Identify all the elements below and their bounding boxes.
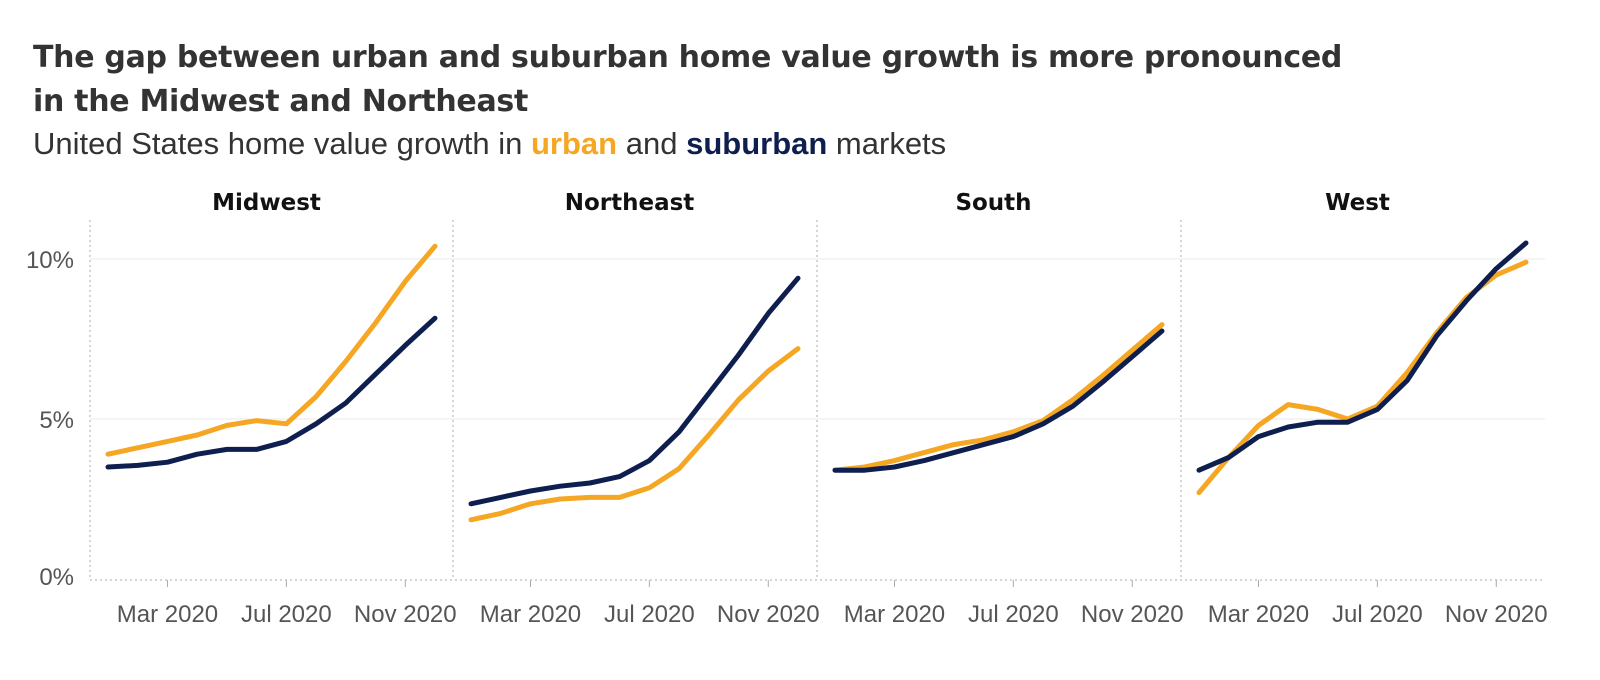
- x-tick-label: Nov 2020: [717, 601, 820, 628]
- line-south-urban: [832, 322, 1165, 473]
- line-west-suburban: [1196, 240, 1529, 473]
- panel-title-northeast: Northeast: [565, 190, 695, 216]
- panel-title-west: West: [1325, 190, 1390, 216]
- line-midwest-suburban: [105, 315, 438, 470]
- subtitle-urban-label: urban: [531, 126, 618, 161]
- panel-title-south: South: [955, 190, 1031, 216]
- subtitle-mid: and: [617, 126, 687, 161]
- subtitle-prefix: United States home value growth in: [33, 126, 531, 161]
- x-tick-label: Mar 2020: [844, 601, 945, 628]
- x-tick-label: Jul 2020: [968, 601, 1059, 628]
- y-tick-label: 5%: [39, 407, 74, 434]
- y-tick-label: 0%: [39, 564, 74, 591]
- x-tick-label: Nov 2020: [1445, 601, 1548, 628]
- x-tick-label: Mar 2020: [480, 601, 581, 628]
- chart-subtitle: United States home value growth in urban…: [33, 122, 946, 166]
- x-tick-label: Jul 2020: [241, 601, 332, 628]
- panel-title-midwest: Midwest: [212, 190, 321, 216]
- line-south-suburban: [832, 328, 1165, 473]
- x-tick-label: Jul 2020: [604, 601, 695, 628]
- x-tick-label: Nov 2020: [354, 601, 457, 628]
- y-tick-label: 10%: [26, 247, 74, 274]
- line-west-urban: [1196, 259, 1529, 496]
- subtitle-suffix: markets: [827, 126, 947, 161]
- subtitle-suburban-label: suburban: [686, 126, 828, 161]
- x-tick-label: Jul 2020: [1332, 601, 1423, 628]
- x-tick-label: Nov 2020: [1081, 601, 1184, 628]
- line-midwest-urban: [105, 243, 438, 457]
- chart-title: The gap between urban and suburban home …: [33, 40, 1343, 119]
- line-northeast-suburban: [468, 275, 801, 507]
- line-northeast-urban: [468, 346, 801, 523]
- x-tick-label: Mar 2020: [1208, 601, 1309, 628]
- x-tick-label: Mar 2020: [117, 601, 218, 628]
